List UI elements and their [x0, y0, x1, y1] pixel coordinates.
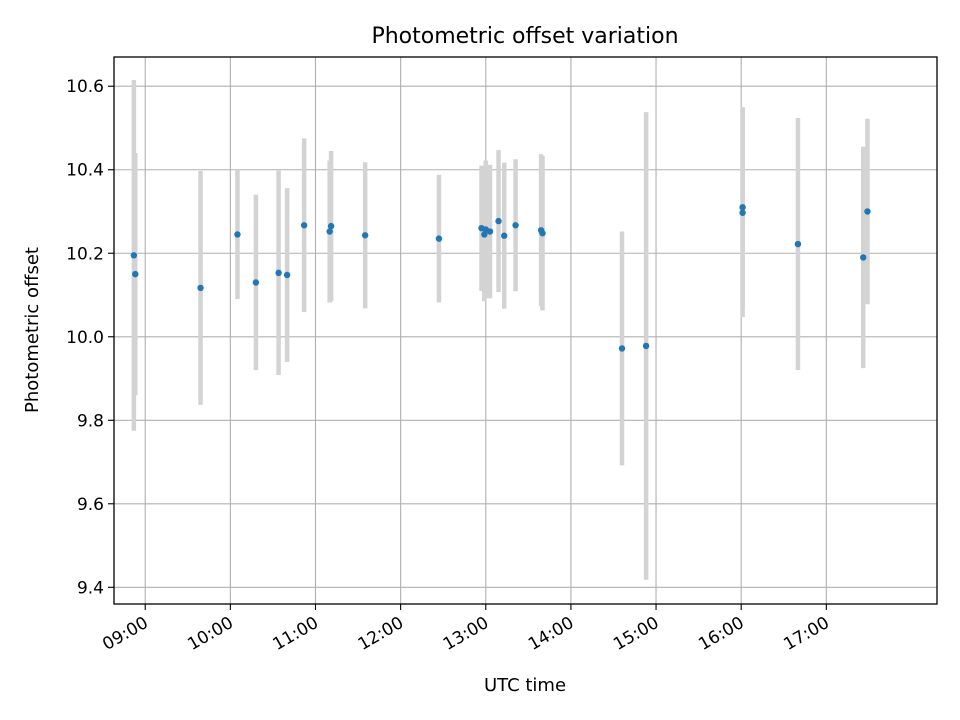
data-point [234, 231, 241, 238]
x-axis-label: UTC time [484, 675, 566, 696]
data-point [539, 230, 546, 237]
y-tick-label: 10.2 [66, 244, 104, 264]
y-tick-label: 9.6 [77, 495, 104, 515]
y-tick-label: 10.6 [66, 77, 104, 97]
y-tick-label: 9.4 [77, 578, 104, 598]
data-point [252, 279, 260, 286]
data-point [860, 254, 867, 261]
data-point [481, 231, 488, 238]
data-point [132, 270, 139, 278]
data-point [283, 271, 291, 279]
data-point [618, 345, 626, 352]
data-points [130, 204, 871, 352]
chart-title: Photometric offset variation [371, 24, 678, 49]
data-point [435, 235, 443, 242]
data-point [326, 228, 333, 235]
data-point [486, 228, 494, 235]
data-point [327, 222, 335, 230]
y-axis-label: Photometric offset [22, 247, 43, 413]
data-point [130, 252, 138, 259]
y-tick-label: 10.0 [66, 328, 104, 348]
data-point [300, 222, 308, 229]
data-point [495, 217, 502, 225]
y-tick-label: 10.4 [66, 161, 104, 181]
data-point [197, 284, 204, 292]
y-axis-ticks: 9.4 9.6 9.8 10.0 10.2 10.4 10.6 [66, 77, 114, 598]
data-point [739, 209, 746, 216]
data-point [739, 204, 746, 211]
plot-frame [113, 56, 938, 605]
data-point [794, 240, 802, 248]
data-point [275, 269, 282, 277]
data-point [642, 342, 650, 350]
data-point [361, 232, 369, 239]
data-point [864, 208, 871, 215]
data-point [501, 232, 508, 239]
y-tick-label: 9.8 [77, 411, 104, 431]
data-point [512, 222, 519, 229]
